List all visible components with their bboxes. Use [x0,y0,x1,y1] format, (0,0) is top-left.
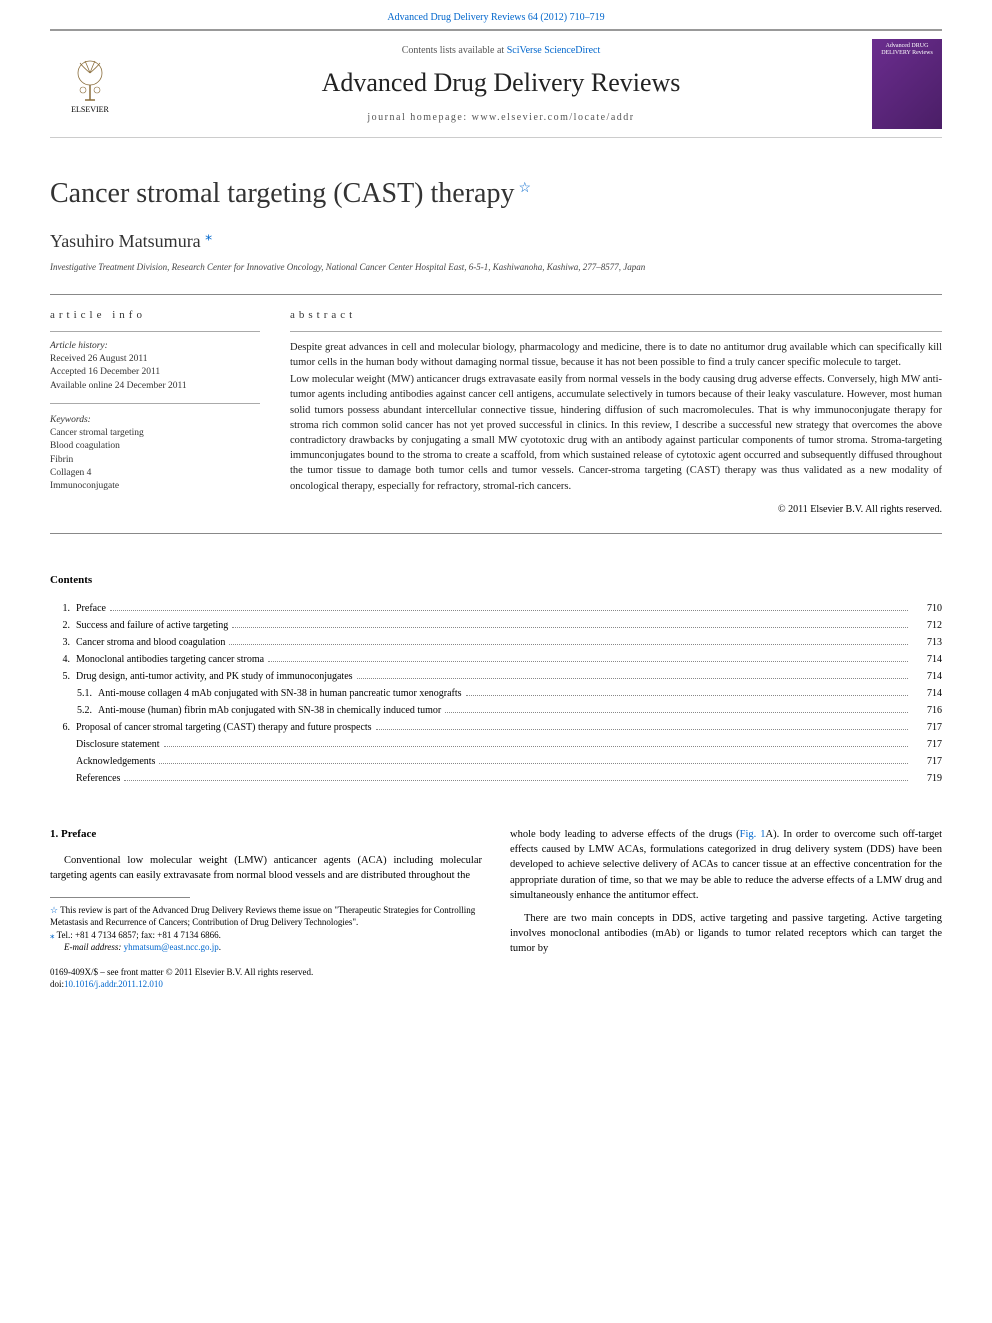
toc-dots [229,644,908,645]
doi-link[interactable]: 10.1016/j.addr.2011.12.010 [64,979,163,989]
journal-header: ELSEVIER Contents lists available at Sci… [50,29,942,138]
toc-dots [110,610,908,611]
toc-page: 714 [912,651,942,668]
toc-num: 5.1. [50,685,98,702]
copyright: © 2011 Elsevier B.V. All rights reserved… [290,504,942,515]
body-left-column: 1. Preface Conventional low molecular we… [50,827,482,990]
toc-label: Success and failure of active targeting [76,617,228,634]
elsevier-tree-icon [65,55,115,105]
toc-dots [268,661,908,662]
abstract-header: abstract [290,309,942,321]
toc-page: 713 [912,634,942,651]
homepage-line: journal homepage: www.elsevier.com/locat… [130,112,872,123]
toc-row[interactable]: Disclosure statement 717 [50,736,942,753]
toc-row[interactable]: 1.Preface 710 [50,600,942,617]
preface-p1: Conventional low molecular weight (LMW) … [50,853,482,883]
keywords-label: Keywords: [50,414,260,427]
toc-dots [466,695,908,696]
toc-label: Drug design, anti-tumor activity, and PK… [76,668,353,685]
toc-num: 3. [50,634,76,651]
corresponding-mark[interactable]: ⁎ [205,229,212,244]
keyword: Fibrin [50,454,260,467]
corr-footnote: ⁎ Tel.: +81 4 7134 6857; fax: +81 4 7134… [50,929,482,941]
toc-label: Proposal of cancer stromal targeting (CA… [76,719,372,736]
author-name: Yasuhiro Matsumura ⁎ [50,228,942,252]
email-footnote: E-mail address: yhmatsum@east.ncc.go.jp. [50,941,482,953]
body-right-column: whole body leading to adverse effects of… [510,827,942,990]
contents-available: Contents lists available at SciVerse Sci… [130,45,872,56]
toc-label: Disclosure statement [76,736,160,753]
toc-label: Preface [76,600,106,617]
toc-page: 710 [912,600,942,617]
toc-row[interactable]: 5.Drug design, anti-tumor activity, and … [50,668,942,685]
toc-dots [159,763,908,764]
toc-row[interactable]: 2.Success and failure of active targetin… [50,617,942,634]
journal-citation[interactable]: Advanced Drug Delivery Reviews 64 (2012)… [0,0,992,29]
toc-num: 5. [50,668,76,685]
toc-label: Monoclonal antibodies targeting cancer s… [76,651,264,668]
toc-row[interactable]: 6.Proposal of cancer stromal targeting (… [50,719,942,736]
toc-page: 717 [912,736,942,753]
toc-dots [124,780,908,781]
homepage-url[interactable]: www.elsevier.com/locate/addr [472,112,635,123]
toc-dots [376,729,908,730]
elsevier-logo: ELSEVIER [50,44,130,124]
keyword: Cancer stromal targeting [50,427,260,440]
keyword: Collagen 4 [50,467,260,480]
toc-page: 719 [912,770,942,787]
table-of-contents: 1.Preface7102.Success and failure of act… [50,600,942,787]
toc-row[interactable]: Acknowledgements 717 [50,753,942,770]
toc-row[interactable]: 5.2.Anti-mouse (human) fibrin mAb conjug… [50,702,942,719]
toc-num: 5.2. [50,702,98,719]
title-footnote-mark[interactable]: ☆ [518,181,531,196]
toc-page: 714 [912,668,942,685]
toc-label: Cancer stroma and blood coagulation [76,634,225,651]
toc-page: 714 [912,685,942,702]
preface-heading: 1. Preface [50,827,482,843]
figure-link[interactable]: Fig. 1 [740,829,766,840]
toc-num: 6. [50,719,76,736]
toc-dots [445,712,908,713]
publisher-name: ELSEVIER [71,105,109,114]
body-right-p2: There are two main concepts in DDS, acti… [510,911,942,957]
affiliation: Investigative Treatment Division, Resear… [50,262,942,274]
title-footnote: ☆ This review is part of the Advanced Dr… [50,904,482,928]
toc-row[interactable]: 4.Monoclonal antibodies targeting cancer… [50,651,942,668]
article-title: Cancer stromal targeting (CAST) therapy☆ [50,178,531,210]
toc-num: 4. [50,651,76,668]
toc-num: 2. [50,617,76,634]
keyword: Blood coagulation [50,440,260,453]
toc-label: Acknowledgements [76,753,155,770]
toc-num: 1. [50,600,76,617]
scidirect-link[interactable]: SciVerse ScienceDirect [507,45,601,56]
toc-page: 717 [912,719,942,736]
article-info-header: article info [50,309,260,321]
header-center: Contents lists available at SciVerse Sci… [130,45,872,123]
abstract-text: Despite great advances in cell and molec… [290,340,942,494]
body-right-p1: whole body leading to adverse effects of… [510,827,942,903]
toc-row[interactable]: References 719 [50,770,942,787]
journal-name: Advanced Drug Delivery Reviews [130,68,872,98]
keyword: Immunoconjugate [50,480,260,493]
toc-label: Anti-mouse (human) fibrin mAb conjugated… [98,702,441,719]
toc-label: References [76,770,120,787]
journal-cover-thumb: Advanced DRUG DELIVERY Reviews [872,39,942,129]
toc-dots [357,678,908,679]
email-link[interactable]: yhmatsum@east.ncc.go.jp [124,942,219,952]
toc-page: 716 [912,702,942,719]
toc-header: Contents [50,574,942,586]
toc-dots [232,627,908,628]
toc-page: 717 [912,753,942,770]
toc-label: Anti-mouse collagen 4 mAb conjugated wit… [98,685,462,702]
toc-page: 712 [912,617,942,634]
toc-row[interactable]: 5.1.Anti-mouse collagen 4 mAb conjugated… [50,685,942,702]
toc-row[interactable]: 3.Cancer stroma and blood coagulation 713 [50,634,942,651]
article-history: Article history: Received 26 August 2011… [50,340,260,494]
doi-block: 0169-409X/$ – see front matter © 2011 El… [50,967,482,990]
toc-dots [164,746,908,747]
